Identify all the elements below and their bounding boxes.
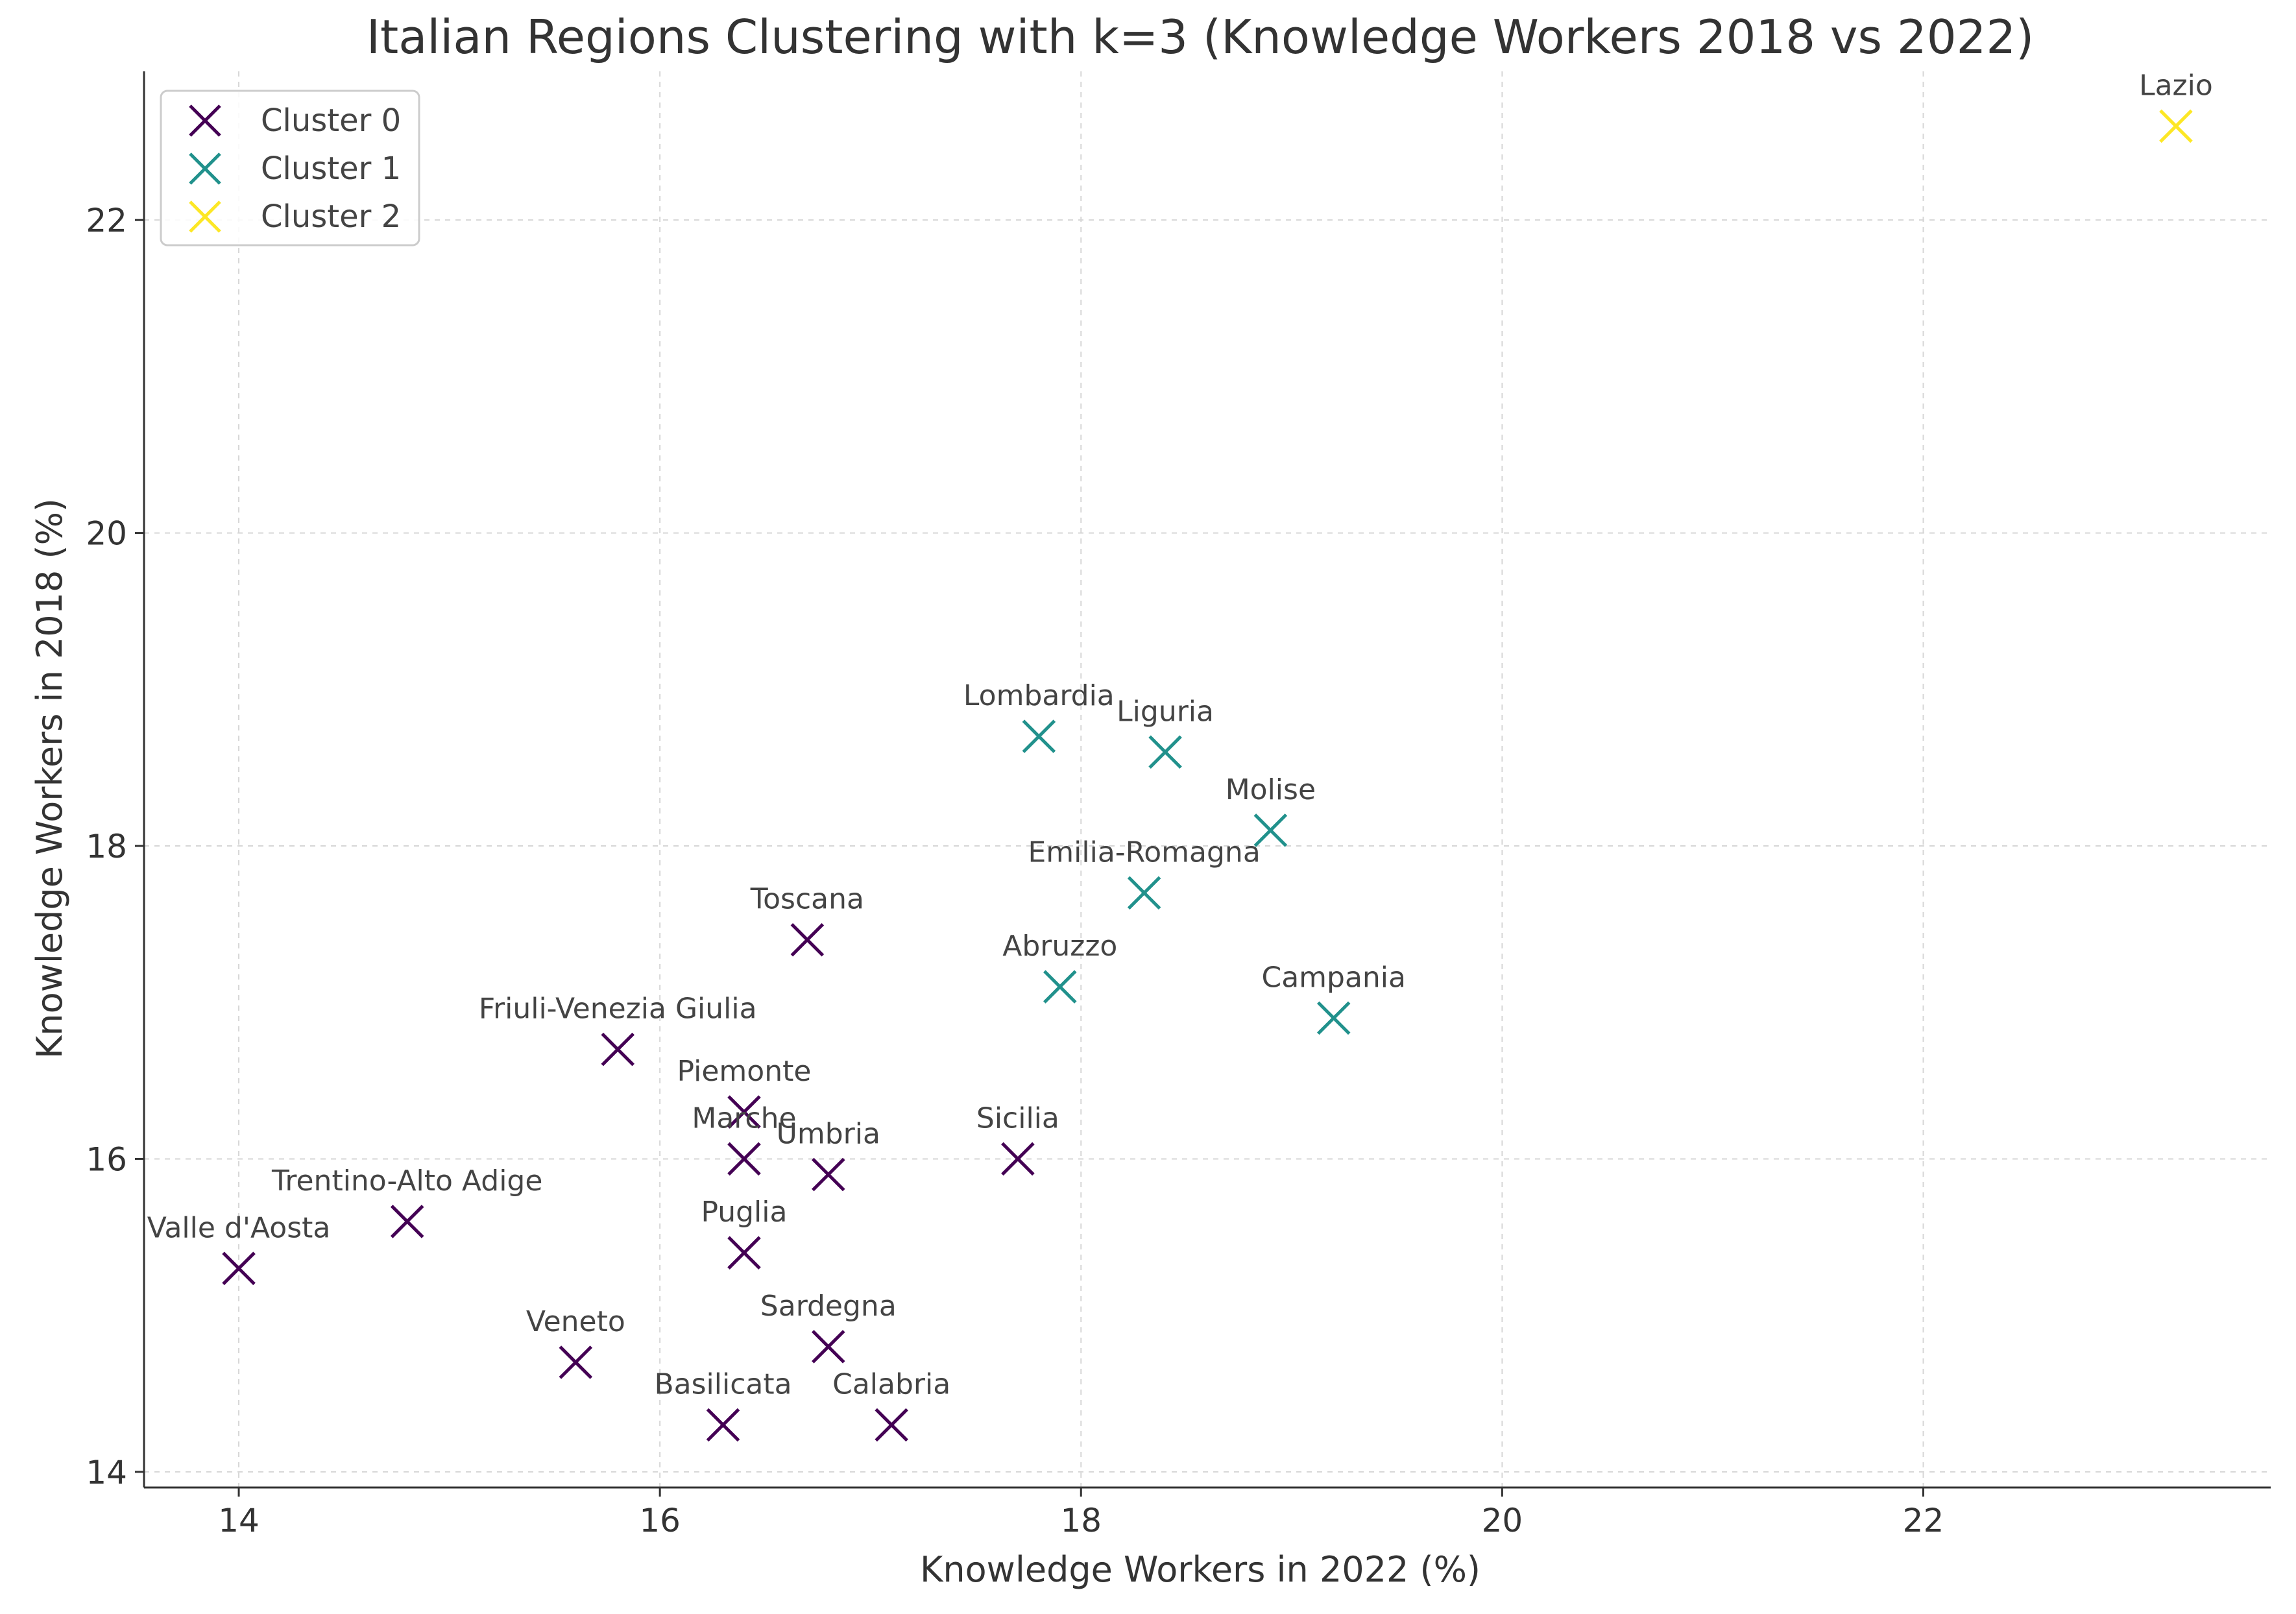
data-point bbox=[1001, 1142, 1035, 1176]
data-point bbox=[1022, 719, 1056, 753]
x-tick-label: 16 bbox=[639, 1502, 681, 1539]
data-point bbox=[1127, 876, 1161, 910]
data-point bbox=[222, 1251, 256, 1286]
point-label: Valle d'Aosta bbox=[147, 1211, 331, 1244]
x-tick-label: 18 bbox=[1060, 1502, 1102, 1539]
legend-label: Cluster 2 bbox=[261, 199, 401, 235]
point-label: Trentino-Alto Adige bbox=[271, 1164, 542, 1198]
x-tick-label: 14 bbox=[218, 1502, 260, 1539]
point-label: Sardegna bbox=[760, 1290, 897, 1323]
data-point bbox=[727, 1236, 761, 1270]
data-point bbox=[875, 1408, 908, 1442]
legend: Cluster 0 Cluster 1 Cluster 2 bbox=[160, 90, 420, 247]
x-axis-label: Knowledge Workers in 2022 (%) bbox=[920, 1549, 1480, 1590]
data-point bbox=[1148, 735, 1182, 769]
y-tick-label: 14 bbox=[86, 1454, 127, 1491]
y-tick-label: 16 bbox=[86, 1140, 127, 1178]
grid bbox=[144, 71, 2271, 1488]
legend-marker bbox=[189, 200, 221, 233]
data-point bbox=[727, 1095, 761, 1129]
data-point bbox=[601, 1032, 635, 1066]
point-label: Veneto bbox=[526, 1305, 625, 1338]
point-label: Basilicata bbox=[654, 1368, 792, 1401]
x-tick-label: 22 bbox=[1903, 1502, 1944, 1539]
data-point bbox=[812, 1157, 845, 1192]
data-point bbox=[727, 1142, 761, 1176]
point-label: Emilia-Romagna bbox=[1028, 836, 1260, 869]
point-label: Toscana bbox=[750, 883, 864, 916]
point-label: Lombardia bbox=[963, 679, 1115, 712]
data-points bbox=[222, 109, 2193, 1442]
point-label: Campania bbox=[1261, 961, 1406, 994]
data-point bbox=[706, 1408, 740, 1442]
data-point bbox=[812, 1330, 845, 1364]
point-label: Puglia bbox=[701, 1196, 787, 1229]
point-label: Umbria bbox=[777, 1118, 880, 1151]
point-label: Lazio bbox=[2139, 69, 2213, 102]
point-label: Sicilia bbox=[976, 1102, 1059, 1135]
y-tick-label: 18 bbox=[86, 828, 127, 865]
x-tick-label: 20 bbox=[1482, 1502, 1523, 1539]
point-label: Friuli-Venezia Giulia bbox=[479, 993, 757, 1026]
legend-label: Cluster 1 bbox=[261, 151, 401, 187]
data-point bbox=[790, 922, 825, 957]
y-tick-label: 22 bbox=[86, 202, 127, 239]
point-label: Piemonte bbox=[677, 1055, 812, 1088]
data-point bbox=[2159, 109, 2193, 143]
data-point bbox=[1253, 813, 1288, 847]
data-point bbox=[390, 1205, 424, 1238]
legend-frame bbox=[160, 90, 420, 247]
ticks: 14 16 18 20 22 14 16 18 20 22 bbox=[86, 202, 1944, 1539]
legend-marker bbox=[189, 104, 221, 137]
y-tick-label: 20 bbox=[86, 515, 127, 553]
y-axis-label: Knowledge Workers in 2018 (%) bbox=[29, 498, 70, 1059]
legend-marker bbox=[189, 152, 221, 185]
point-labels: Valle d'Aosta Trentino-Alto Adige Veneto Fr… bbox=[147, 69, 2213, 1401]
data-point bbox=[559, 1345, 593, 1379]
point-label: Marche bbox=[692, 1102, 796, 1135]
data-point bbox=[1043, 970, 1077, 1004]
point-label: Liguria bbox=[1117, 695, 1214, 728]
point-label: Molise bbox=[1226, 773, 1316, 806]
point-label: Calabria bbox=[832, 1368, 950, 1401]
data-point bbox=[1316, 1001, 1351, 1035]
point-label: Abruzzo bbox=[1002, 930, 1117, 963]
legend-label: Cluster 0 bbox=[261, 102, 401, 139]
chart-title: Italian Regions Clustering with k=3 (Kno… bbox=[367, 10, 2035, 64]
axes bbox=[143, 71, 2271, 1489]
